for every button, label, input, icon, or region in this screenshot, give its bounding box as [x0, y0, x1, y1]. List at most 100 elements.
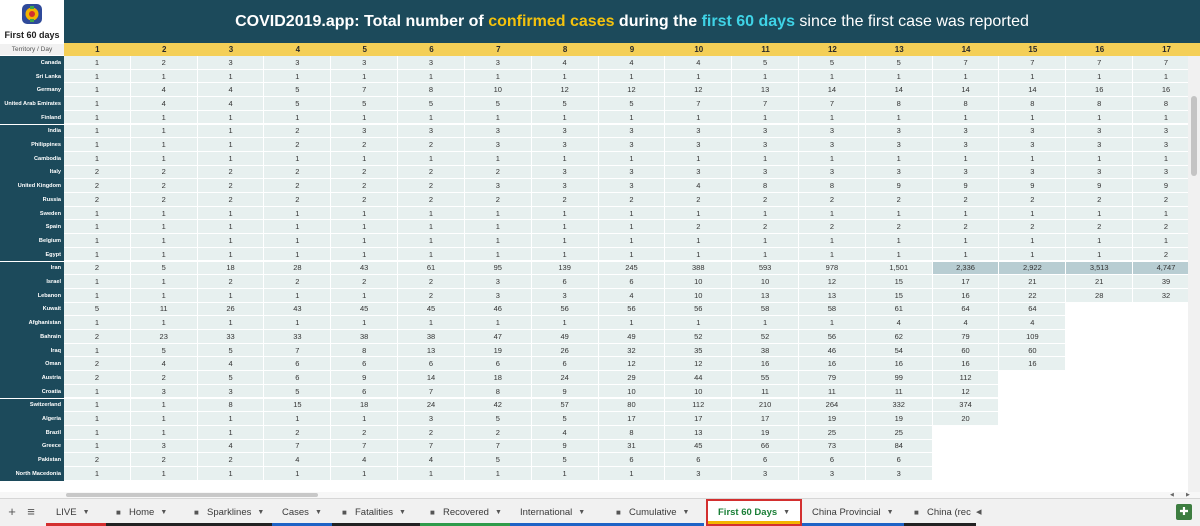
- table-cell[interactable]: 33: [197, 330, 265, 344]
- table-cell[interactable]: 4: [932, 316, 1000, 330]
- table-cell[interactable]: [1133, 343, 1188, 358]
- table-cell[interactable]: 17: [932, 275, 1000, 289]
- table-cell[interactable]: 7: [799, 97, 866, 111]
- table-cell[interactable]: 2: [264, 179, 332, 193]
- table-cell[interactable]: 52: [665, 330, 733, 344]
- table-cell[interactable]: 1: [999, 151, 1067, 166]
- table-cell[interactable]: 56: [531, 302, 599, 317]
- table-cell[interactable]: 4: [197, 357, 265, 372]
- table-cell[interactable]: 2: [64, 179, 131, 193]
- table-cell[interactable]: 1: [130, 467, 198, 481]
- table-cell[interactable]: 9: [1133, 179, 1188, 193]
- table-cell[interactable]: 3: [531, 288, 599, 303]
- table-cell[interactable]: 1: [264, 110, 332, 125]
- table-cell[interactable]: 1: [598, 206, 666, 221]
- table-cell[interactable]: 2: [598, 193, 666, 207]
- table-cell[interactable]: 1: [1066, 234, 1134, 248]
- table-cell[interactable]: 5: [464, 453, 532, 467]
- table-cell[interactable]: 5: [130, 261, 198, 276]
- table-cell[interactable]: 6: [865, 453, 933, 467]
- table-cell[interactable]: 3: [197, 384, 265, 399]
- table-cell[interactable]: 1: [331, 69, 399, 84]
- table-cell[interactable]: 1: [398, 234, 465, 248]
- table-cell[interactable]: 5: [130, 343, 198, 358]
- table-cell[interactable]: 1: [598, 316, 666, 330]
- table-cell[interactable]: 2: [732, 220, 799, 235]
- table-cell[interactable]: 2: [932, 220, 1000, 235]
- table-cell[interactable]: 1: [197, 288, 265, 303]
- table-cell[interactable]: 1: [64, 69, 131, 84]
- scroll-right-icon[interactable]: ▶: [1186, 492, 1190, 498]
- table-cell[interactable]: 1: [64, 275, 131, 289]
- table-cell[interactable]: 2: [64, 357, 131, 372]
- table-cell[interactable]: 2: [264, 275, 332, 289]
- table-cell[interactable]: 43: [264, 302, 332, 317]
- table-cell[interactable]: 5: [531, 453, 599, 467]
- table-cell[interactable]: 84: [865, 439, 933, 454]
- table-cell[interactable]: 3: [799, 124, 866, 139]
- table-cell[interactable]: 3: [1133, 138, 1188, 152]
- table-cell[interactable]: 210: [732, 398, 799, 413]
- table-cell[interactable]: 3: [932, 165, 1000, 180]
- table-cell[interactable]: 19: [865, 412, 933, 426]
- table-cell[interactable]: 1: [1066, 69, 1134, 84]
- table-cell[interactable]: 1: [732, 247, 799, 262]
- table-cell[interactable]: 3: [464, 124, 532, 139]
- table-cell[interactable]: 2: [264, 165, 332, 180]
- table-cell[interactable]: 374: [932, 398, 1000, 413]
- table-cell[interactable]: 1: [64, 206, 131, 221]
- table-cell[interactable]: 2: [665, 193, 733, 207]
- table-cell[interactable]: 1: [197, 247, 265, 262]
- table-cell[interactable]: 3: [732, 165, 799, 180]
- table-cell[interactable]: 1: [531, 151, 599, 166]
- table-cell[interactable]: 1: [197, 206, 265, 221]
- table-cell[interactable]: 1: [464, 220, 532, 235]
- table-cell[interactable]: 1: [130, 425, 198, 440]
- table-cell[interactable]: [999, 453, 1067, 467]
- table-cell[interactable]: 4: [130, 357, 198, 372]
- table-cell[interactable]: 10: [598, 384, 666, 399]
- table-cell[interactable]: 1: [732, 110, 799, 125]
- table-cell[interactable]: 2: [999, 220, 1067, 235]
- table-cell[interactable]: 45: [331, 302, 399, 317]
- table-cell[interactable]: 3: [732, 124, 799, 139]
- table-cell[interactable]: 1: [531, 247, 599, 262]
- table-cell[interactable]: 1: [799, 316, 866, 330]
- table-cell[interactable]: 7: [665, 97, 733, 111]
- table-cell[interactable]: 1: [130, 151, 198, 166]
- table-cell[interactable]: 79: [799, 371, 866, 385]
- table-cell[interactable]: 9: [331, 371, 399, 385]
- table-cell[interactable]: 1: [130, 124, 198, 139]
- table-cell[interactable]: 3: [531, 179, 599, 193]
- table-cell[interactable]: [1133, 425, 1188, 440]
- table-cell[interactable]: 1: [64, 247, 131, 262]
- table-cell[interactable]: 1: [331, 467, 399, 481]
- table-cell[interactable]: 13: [398, 343, 465, 358]
- table-cell[interactable]: 1: [331, 412, 399, 426]
- table-cell[interactable]: 3: [197, 56, 265, 70]
- table-cell[interactable]: [1133, 302, 1188, 317]
- table-cell[interactable]: 3: [598, 179, 666, 193]
- table-cell[interactable]: 5: [264, 97, 332, 111]
- table-cell[interactable]: 2,922: [999, 261, 1067, 276]
- table-cell[interactable]: 3: [865, 467, 933, 481]
- table-cell[interactable]: 10: [732, 275, 799, 289]
- table-cell[interactable]: 3: [398, 124, 465, 139]
- table-cell[interactable]: 3: [598, 165, 666, 180]
- sheet-tab[interactable]: ■ Fatalities ▼: [332, 499, 420, 526]
- table-cell[interactable]: 978: [799, 261, 866, 276]
- table-cell[interactable]: 1: [1066, 206, 1134, 221]
- table-cell[interactable]: 1: [130, 398, 198, 413]
- table-cell[interactable]: 16: [732, 357, 799, 372]
- table-cell[interactable]: 1: [932, 69, 1000, 84]
- table-cell[interactable]: 62: [865, 330, 933, 344]
- table-cell[interactable]: 2: [64, 261, 131, 276]
- table-cell[interactable]: 1: [598, 69, 666, 84]
- table-cell[interactable]: 1: [732, 69, 799, 84]
- table-cell[interactable]: 1: [865, 234, 933, 248]
- table-cell[interactable]: 1: [799, 151, 866, 166]
- table-cell[interactable]: [1066, 425, 1134, 440]
- table-cell[interactable]: 24: [531, 371, 599, 385]
- table-cell[interactable]: 1: [64, 467, 131, 481]
- table-cell[interactable]: 6: [732, 453, 799, 467]
